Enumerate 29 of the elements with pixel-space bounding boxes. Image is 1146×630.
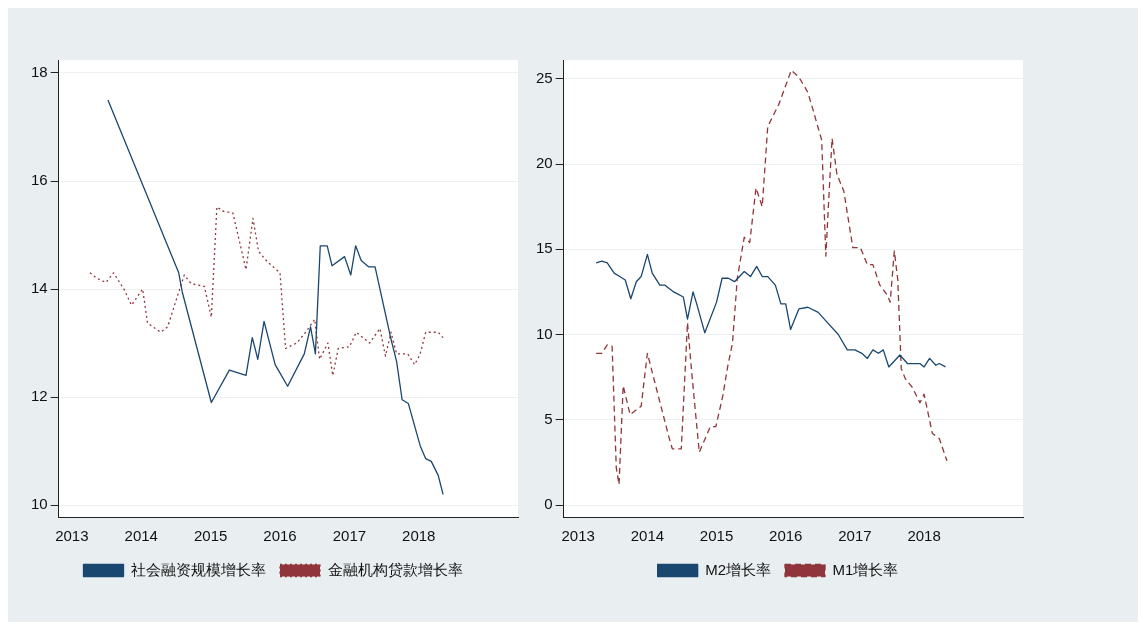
y-tick-label: 25 bbox=[536, 68, 553, 86]
y-tick-label: 10 bbox=[536, 324, 553, 342]
x-tick-label: 2018 bbox=[907, 527, 941, 545]
x-tick-label: 2013 bbox=[55, 527, 89, 545]
legend-label: M2增长率 bbox=[705, 560, 772, 578]
y-tick-label: 5 bbox=[544, 409, 553, 427]
y-tick-label: 15 bbox=[536, 239, 553, 257]
x-tick-label: 2017 bbox=[838, 527, 872, 545]
line-series bbox=[89, 206, 444, 377]
x-tick-label: 2018 bbox=[402, 527, 436, 545]
legend-label: M1增长率 bbox=[832, 560, 899, 578]
x-tick-label: 2015 bbox=[699, 527, 734, 545]
legend-label: 金融机构贷款增长率 bbox=[327, 560, 463, 578]
y-tick-label: 14 bbox=[31, 279, 48, 297]
x-tick-label: 2016 bbox=[263, 527, 297, 545]
y-tick-label: 16 bbox=[31, 171, 48, 189]
x-tick-label: 2013 bbox=[561, 527, 595, 545]
legend-label: 社会融资规模增长率 bbox=[131, 560, 266, 578]
x-tick-label: 2017 bbox=[332, 527, 367, 545]
x-tick-label: 2016 bbox=[769, 527, 803, 545]
y-tick-label: 0 bbox=[544, 495, 553, 513]
line-series bbox=[595, 69, 948, 486]
x-tick-label: 2015 bbox=[193, 527, 228, 545]
y-tick-label: 20 bbox=[536, 154, 553, 172]
y-tick-label: 18 bbox=[31, 63, 48, 81]
y-tick-label: 12 bbox=[31, 387, 48, 405]
x-tick-label: 2014 bbox=[124, 527, 158, 545]
x-tick-label: 2014 bbox=[630, 527, 665, 545]
y-tick-label: 10 bbox=[31, 495, 48, 513]
